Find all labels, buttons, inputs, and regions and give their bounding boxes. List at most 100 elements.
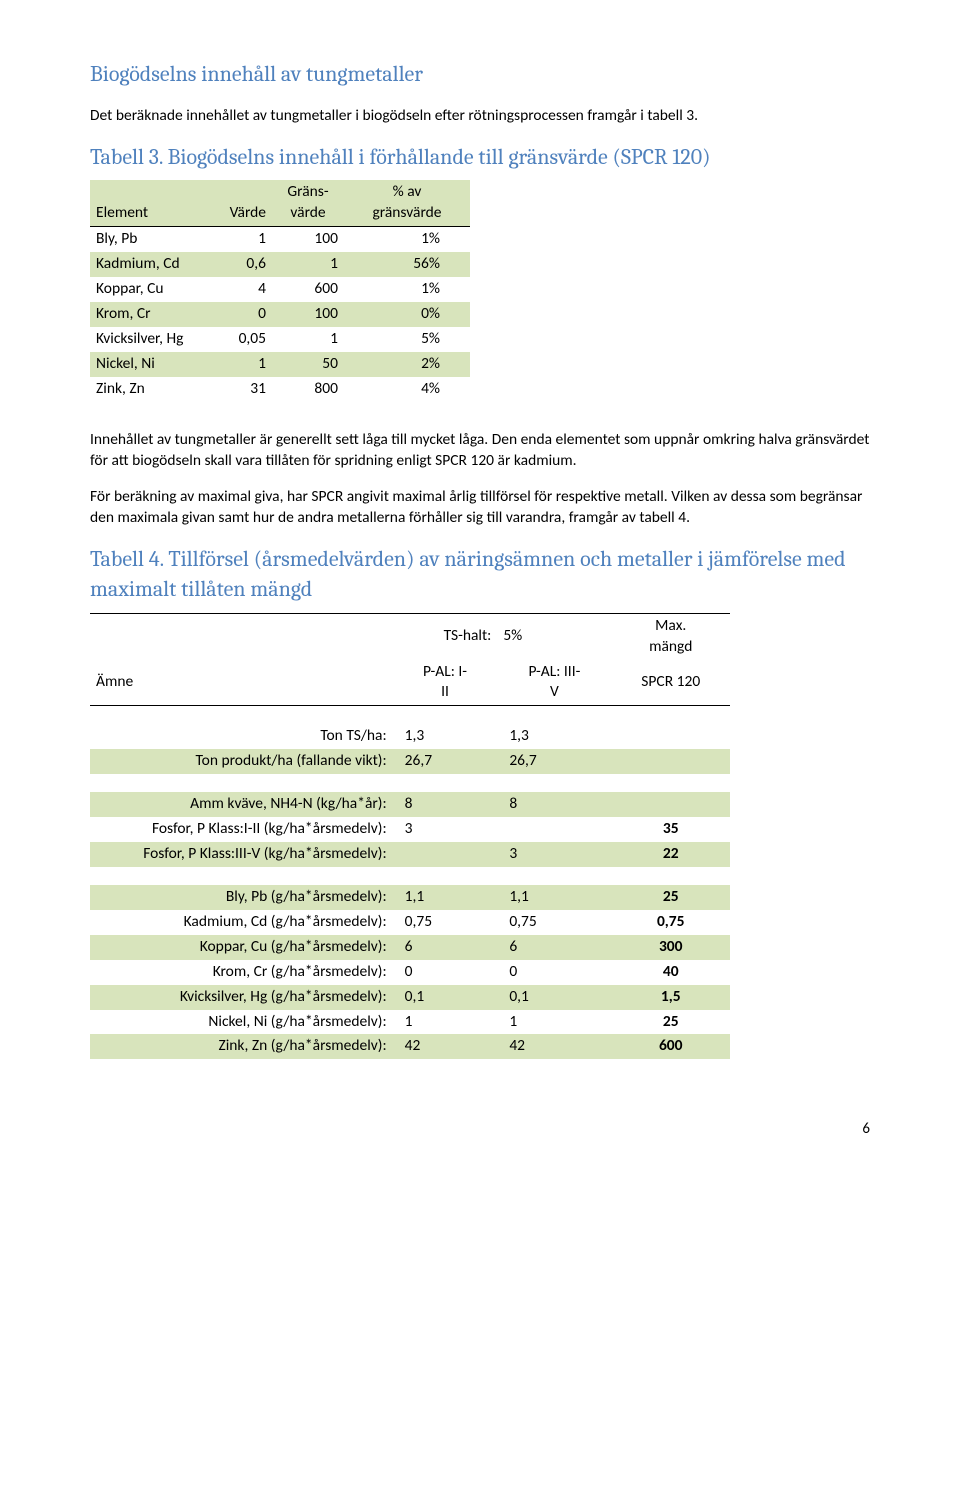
t3-element: Kvicksilver, Hg xyxy=(90,327,200,352)
t3-element: Nickel, Ni xyxy=(90,352,200,377)
t4-val-c xyxy=(611,792,730,817)
t3-value: 0 xyxy=(200,302,272,327)
t4-val-b: 42 xyxy=(497,1034,611,1059)
t4-label: Ton produkt/ha (fallande vikt): xyxy=(90,749,393,774)
t3-col-value: Värde xyxy=(200,180,272,226)
t4-val-a: 1,1 xyxy=(393,885,498,910)
t3-value: 4 xyxy=(200,277,272,302)
table4-row: Bly, Pb (g/ha*årsmedelv):1,11,125 xyxy=(90,885,730,910)
t4-label: Ton TS/ha: xyxy=(90,724,393,749)
table4-row: Kadmium, Cd (g/ha*årsmedelv):0,750,750,7… xyxy=(90,910,730,935)
t4-pal35: P-AL: III- V xyxy=(497,660,611,706)
t3-value: 0,05 xyxy=(200,327,272,352)
page-number: 6 xyxy=(90,1119,870,1139)
t4-val-b: 0 xyxy=(497,960,611,985)
table3-row: Kadmium, Cd0,6156% xyxy=(90,252,470,277)
t4-spacer xyxy=(90,867,730,885)
t3-element: Zink, Zn xyxy=(90,377,200,402)
t3-col-percent: % av gränsvärde xyxy=(344,180,470,226)
t4-val-b: 1,3 xyxy=(497,724,611,749)
t3-value: 1 xyxy=(200,227,272,252)
intro-paragraph: Det beräknade innehållet av tungmetaller… xyxy=(90,106,870,127)
table4-caption: Tabell 4. Tillförsel (årsmedelvärden) av… xyxy=(90,545,870,604)
table4-row: Krom, Cr (g/ha*årsmedelv):0040 xyxy=(90,960,730,985)
t3-percent: 4% xyxy=(344,377,470,402)
table4-row: Amm kväve, NH4-N (kg/ha*år):88 xyxy=(90,792,730,817)
t4-spcr: SPCR 120 xyxy=(611,660,730,706)
t4-label: Kadmium, Cd (g/ha*årsmedelv): xyxy=(90,910,393,935)
t3-element: Bly, Pb xyxy=(90,227,200,252)
t4-pal12: P-AL: I- II xyxy=(393,660,498,706)
table4: TS-halt: 5% Max. mängd Ämne P-AL: I- II … xyxy=(90,613,730,1060)
table3-row: Koppar, Cu46001% xyxy=(90,277,470,302)
t4-val-c xyxy=(611,749,730,774)
t4-ts-val: 5% xyxy=(497,613,611,659)
t4-val-c: 25 xyxy=(611,1010,730,1035)
table3-caption: Tabell 3. Biogödselns innehåll i förhåll… xyxy=(90,143,870,173)
t3-limit: 800 xyxy=(272,377,344,402)
table3-row: Zink, Zn318004% xyxy=(90,377,470,402)
t4-val-a: 0,75 xyxy=(393,910,498,935)
table3: Element Värde Gräns- värde % av gränsvär… xyxy=(90,180,470,401)
table4-row: Koppar, Cu (g/ha*årsmedelv):66300 xyxy=(90,935,730,960)
t3-value: 31 xyxy=(200,377,272,402)
t4-val-c: 40 xyxy=(611,960,730,985)
t3-percent: 56% xyxy=(344,252,470,277)
t4-val-b: 3 xyxy=(497,842,611,867)
table4-row: Fosfor, P Klass:I-II (kg/ha*årsmedelv):3… xyxy=(90,817,730,842)
table3-row: Nickel, Ni1502% xyxy=(90,352,470,377)
t3-element: Krom, Cr xyxy=(90,302,200,327)
t3-limit: 100 xyxy=(272,227,344,252)
t4-amne-label: Ämne xyxy=(90,660,393,706)
t4-val-c: 35 xyxy=(611,817,730,842)
t4-label: Nickel, Ni (g/ha*årsmedelv): xyxy=(90,1010,393,1035)
t4-val-b: 26,7 xyxy=(497,749,611,774)
t4-val-a: 1 xyxy=(393,1010,498,1035)
t4-val-a: 0 xyxy=(393,960,498,985)
t3-percent: 1% xyxy=(344,227,470,252)
t4-val-a: 3 xyxy=(393,817,498,842)
t3-value: 0,6 xyxy=(200,252,272,277)
t3-value: 1 xyxy=(200,352,272,377)
t4-val-a: 0,1 xyxy=(393,985,498,1010)
t4-val-b: 1 xyxy=(497,1010,611,1035)
table3-row: Krom, Cr01000% xyxy=(90,302,470,327)
t3-percent: 1% xyxy=(344,277,470,302)
table3-header-row: Element Värde Gräns- värde % av gränsvär… xyxy=(90,180,470,226)
t4-val-a: 1,3 xyxy=(393,724,498,749)
table4-row: Ton TS/ha:1,31,3 xyxy=(90,724,730,749)
t4-val-c: 300 xyxy=(611,935,730,960)
t4-val-c: 25 xyxy=(611,885,730,910)
t3-limit: 50 xyxy=(272,352,344,377)
t4-label: Koppar, Cu (g/ha*årsmedelv): xyxy=(90,935,393,960)
table4-row: Nickel, Ni (g/ha*årsmedelv):1125 xyxy=(90,1010,730,1035)
t4-val-a: 8 xyxy=(393,792,498,817)
t4-label: Bly, Pb (g/ha*årsmedelv): xyxy=(90,885,393,910)
t3-col-limit: Gräns- värde xyxy=(272,180,344,226)
t4-val-c: 1,5 xyxy=(611,985,730,1010)
t4-ts-label: TS-halt: xyxy=(393,613,498,659)
table4-row: Kvicksilver, Hg (g/ha*årsmedelv):0,10,11… xyxy=(90,985,730,1010)
t4-val-a xyxy=(393,842,498,867)
t4-val-b: 6 xyxy=(497,935,611,960)
t4-val-c xyxy=(611,724,730,749)
t4-max-label: Max. mängd xyxy=(611,613,730,659)
t3-limit: 100 xyxy=(272,302,344,327)
t4-val-c: 600 xyxy=(611,1034,730,1059)
t4-label: Kvicksilver, Hg (g/ha*årsmedelv): xyxy=(90,985,393,1010)
body-paragraph-1: Innehållet av tungmetaller är generellt … xyxy=(90,430,870,472)
table3-row: Bly, Pb11001% xyxy=(90,227,470,252)
t3-element: Koppar, Cu xyxy=(90,277,200,302)
t3-limit: 1 xyxy=(272,252,344,277)
section-heading-metals: Biogödselns innehåll av tungmetaller xyxy=(90,60,870,90)
t3-limit: 1 xyxy=(272,327,344,352)
t4-val-b: 0,1 xyxy=(497,985,611,1010)
t4-spacer xyxy=(90,774,730,792)
t3-percent: 0% xyxy=(344,302,470,327)
t4-val-a: 26,7 xyxy=(393,749,498,774)
t3-percent: 2% xyxy=(344,352,470,377)
table4-row: Ton produkt/ha (fallande vikt):26,726,7 xyxy=(90,749,730,774)
body-paragraph-2: För beräkning av maximal giva, har SPCR … xyxy=(90,487,870,529)
t4-val-b: 1,1 xyxy=(497,885,611,910)
t4-label: Krom, Cr (g/ha*årsmedelv): xyxy=(90,960,393,985)
